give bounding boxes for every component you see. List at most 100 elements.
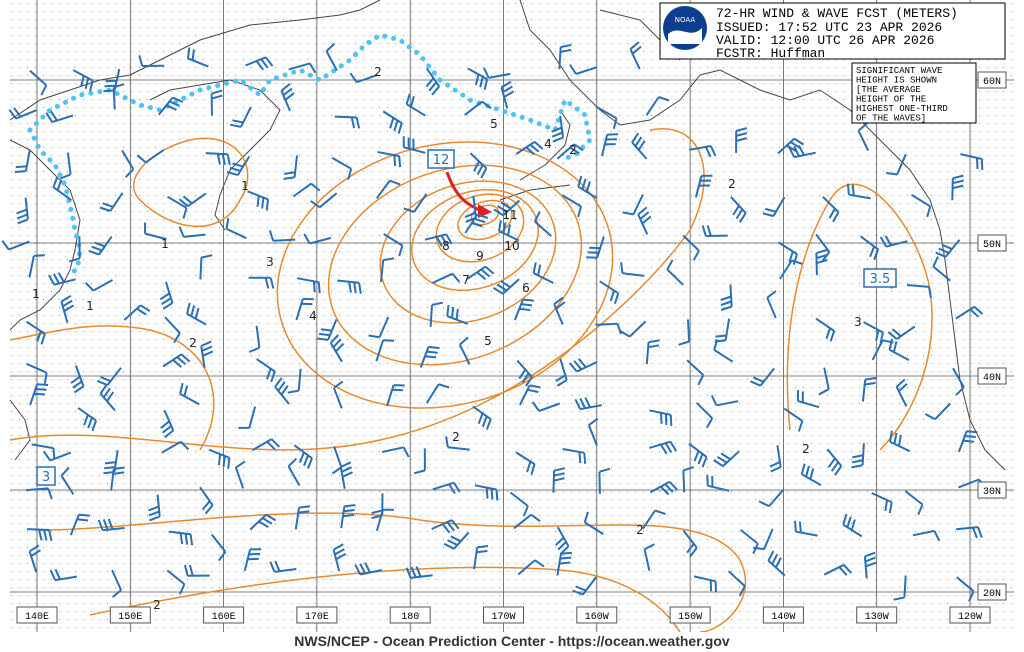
wind-barb xyxy=(713,450,740,467)
note-line: [THE AVERAGE xyxy=(856,85,921,95)
wind-barb xyxy=(649,440,678,455)
wind-barb xyxy=(60,294,75,323)
footer: NWS/NCEP - Ocean Prediction Center - htt… xyxy=(294,633,730,649)
wind-barb xyxy=(425,67,441,96)
wind-barb xyxy=(649,480,678,496)
wind-barb xyxy=(956,576,975,602)
wind-barb xyxy=(405,566,433,579)
wind-barb xyxy=(500,80,515,109)
max-wave-label: 12 xyxy=(433,153,450,168)
wind-barb xyxy=(531,401,561,412)
wind-barb xyxy=(769,445,782,473)
wind-barb xyxy=(556,143,584,160)
wind-barb xyxy=(857,122,870,151)
wind-barb xyxy=(187,47,209,68)
wind-barb xyxy=(956,526,983,539)
wind-barb xyxy=(694,174,713,198)
wind-barb xyxy=(952,367,965,396)
wind-barb xyxy=(568,358,598,373)
wind-barb xyxy=(788,144,816,159)
note-line: HEIGHT OF THE xyxy=(856,95,926,105)
wind-barb xyxy=(337,279,362,294)
wind-barb xyxy=(226,155,251,177)
wave-height-label: 5 xyxy=(490,117,498,131)
wind-barb xyxy=(238,406,257,429)
wind-barb xyxy=(210,533,227,562)
lon-label: 130W xyxy=(865,612,889,623)
wind-barb xyxy=(159,281,174,310)
wind-barb xyxy=(622,194,644,216)
wave-height-label: 1 xyxy=(161,237,169,251)
wind-barb xyxy=(713,339,734,363)
wind-barb xyxy=(329,334,345,363)
wind-barb xyxy=(317,319,338,341)
wind-barb xyxy=(112,83,125,110)
wind-barb xyxy=(293,444,313,469)
graticule xyxy=(10,0,1014,632)
wind-barb xyxy=(144,222,167,241)
wind-barb xyxy=(888,430,911,453)
wind-barb xyxy=(689,145,717,158)
wind-barb xyxy=(186,302,207,326)
wind-barb xyxy=(166,569,186,595)
wind-barb xyxy=(688,442,708,468)
wind-barb xyxy=(103,68,121,93)
wind-barb xyxy=(464,213,489,234)
wind-barb xyxy=(762,196,786,218)
wind-barbs xyxy=(1,41,987,602)
wind-barb xyxy=(168,530,194,546)
lat-label: 40N xyxy=(983,373,1001,384)
wind-barb xyxy=(200,340,214,368)
wind-barb xyxy=(532,262,554,284)
footer-band xyxy=(0,632,1024,652)
wind-barb xyxy=(375,179,401,199)
wave-height-label: 7 xyxy=(462,273,470,287)
wind-barb xyxy=(243,548,262,572)
lon-label-box xyxy=(483,606,524,624)
lon-label: 150W xyxy=(678,612,702,623)
wind-barb xyxy=(620,262,645,277)
wind-barb xyxy=(339,461,353,489)
wind-barb xyxy=(678,319,691,346)
lon-label: 160W xyxy=(585,612,609,623)
wind-barb xyxy=(513,298,535,321)
wind-barb xyxy=(887,325,916,340)
wind-barb xyxy=(375,508,394,532)
wind-barb xyxy=(248,325,261,353)
ice-edge xyxy=(27,32,593,278)
lat-label: 50N xyxy=(983,240,1001,251)
wind-barb xyxy=(907,284,932,298)
wind-barb xyxy=(643,543,655,571)
wind-barb xyxy=(402,136,426,154)
wind-barb xyxy=(110,466,125,491)
wind-barb xyxy=(60,466,75,495)
lat-label: 20N xyxy=(983,589,1001,600)
note-line: OF THE WAVES] xyxy=(856,114,926,124)
wind-barb xyxy=(72,69,94,92)
wind-barb xyxy=(383,233,404,257)
wave-height-label: 2 xyxy=(374,65,382,79)
wind-barb xyxy=(641,509,666,530)
wind-barb xyxy=(287,368,302,394)
wind-barb xyxy=(910,193,932,218)
wind-barb xyxy=(493,278,520,295)
wind-barb xyxy=(851,443,865,469)
wind-barb xyxy=(822,195,840,223)
wind-barb xyxy=(368,316,390,339)
lon-label: 120W xyxy=(958,612,982,623)
wind-barb xyxy=(509,491,529,517)
wind-barb xyxy=(164,316,181,344)
wind-barb xyxy=(645,339,660,365)
wind-barb xyxy=(558,43,572,70)
wind-barb xyxy=(283,155,298,180)
wind-barb xyxy=(332,380,344,409)
wind-barb xyxy=(842,513,863,538)
max-wave-box xyxy=(36,466,56,486)
wind-barb xyxy=(419,345,440,368)
wind-barb xyxy=(783,407,804,432)
wind-barb xyxy=(516,359,533,387)
wave-height-label: 6 xyxy=(522,281,530,295)
wind-barb xyxy=(432,481,461,495)
wind-barb xyxy=(955,305,984,320)
